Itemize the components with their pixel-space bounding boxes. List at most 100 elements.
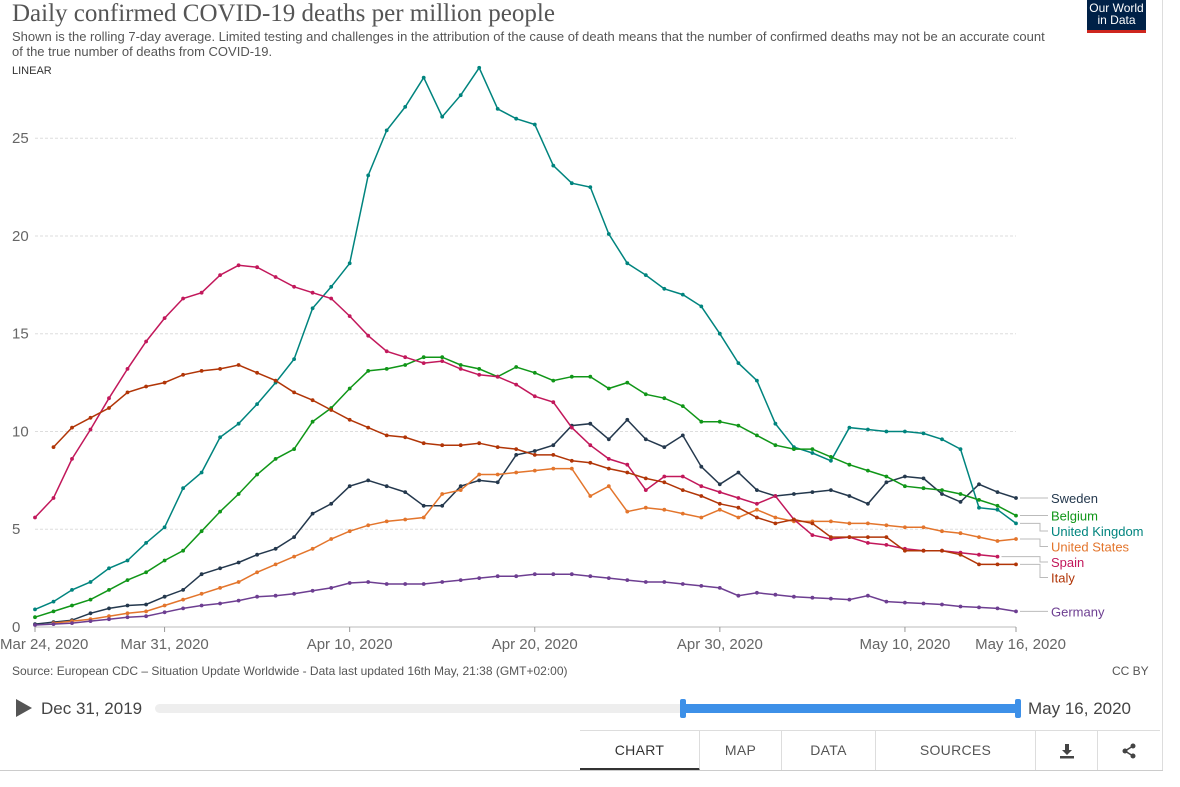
data-point[interactable] <box>829 596 833 601</box>
data-point[interactable] <box>218 367 223 371</box>
data-point[interactable] <box>255 402 259 406</box>
data-point[interactable] <box>736 423 741 428</box>
data-point[interactable] <box>514 116 519 121</box>
data-point[interactable] <box>181 588 186 592</box>
data-point[interactable] <box>477 372 482 377</box>
data-point[interactable] <box>273 378 278 383</box>
data-point[interactable] <box>921 601 926 606</box>
data-point[interactable] <box>218 601 223 606</box>
timeline-track[interactable] <box>155 704 1021 713</box>
data-point[interactable] <box>51 445 56 449</box>
data-point[interactable] <box>70 603 74 608</box>
data-point[interactable] <box>384 519 389 524</box>
data-point[interactable] <box>736 496 741 500</box>
data-point[interactable] <box>903 600 907 605</box>
data-point[interactable] <box>33 623 37 627</box>
data-point[interactable] <box>755 433 759 438</box>
data-point[interactable] <box>662 580 667 584</box>
data-point[interactable] <box>458 578 463 582</box>
data-point[interactable] <box>495 574 500 579</box>
data-point[interactable] <box>903 474 907 479</box>
data-point[interactable] <box>643 580 648 584</box>
series-italy[interactable] <box>51 363 1018 567</box>
data-point[interactable] <box>199 572 204 577</box>
data-point[interactable] <box>551 453 556 457</box>
data-point[interactable] <box>588 185 593 190</box>
download-button[interactable] <box>1036 731 1098 771</box>
data-point[interactable] <box>866 501 870 506</box>
data-point[interactable] <box>699 584 704 588</box>
data-point[interactable] <box>847 597 852 602</box>
data-point[interactable] <box>292 591 296 596</box>
data-point[interactable] <box>366 425 371 430</box>
data-point[interactable] <box>384 433 389 438</box>
data-point[interactable] <box>199 470 204 475</box>
legend-item[interactable]: Germany <box>1020 604 1105 619</box>
data-point[interactable] <box>699 419 704 424</box>
data-point[interactable] <box>236 263 241 268</box>
data-point[interactable] <box>699 484 704 489</box>
data-point[interactable] <box>606 457 611 461</box>
legend-item[interactable]: United Kingdom <box>1020 522 1144 539</box>
data-point[interactable] <box>70 621 74 625</box>
data-point[interactable] <box>977 535 981 539</box>
data-point[interactable] <box>329 284 334 289</box>
legend-item[interactable]: Italy <box>1020 563 1075 586</box>
data-point[interactable] <box>403 582 408 586</box>
data-point[interactable] <box>680 582 685 586</box>
data-point[interactable] <box>125 558 130 563</box>
data-point[interactable] <box>736 593 741 598</box>
data-point[interactable] <box>921 431 926 436</box>
data-point[interactable] <box>144 602 149 607</box>
data-point[interactable] <box>236 598 241 603</box>
data-point[interactable] <box>273 457 278 461</box>
data-point[interactable] <box>255 472 259 477</box>
data-point[interactable] <box>236 421 241 426</box>
data-point[interactable] <box>477 65 482 70</box>
data-point[interactable] <box>255 370 259 375</box>
series-united-states[interactable] <box>51 466 1018 625</box>
data-point[interactable] <box>773 515 778 520</box>
data-point[interactable] <box>329 586 334 590</box>
data-point[interactable] <box>403 355 408 360</box>
data-point[interactable] <box>477 367 482 371</box>
data-point[interactable] <box>884 480 889 485</box>
data-point[interactable] <box>940 492 944 496</box>
data-point[interactable] <box>236 492 241 496</box>
data-point[interactable] <box>144 339 149 344</box>
data-point[interactable] <box>588 574 593 579</box>
data-point[interactable] <box>662 480 667 485</box>
data-point[interactable] <box>292 535 296 539</box>
data-point[interactable] <box>292 284 296 289</box>
data-point[interactable] <box>144 384 149 389</box>
data-point[interactable] <box>810 533 815 537</box>
data-point[interactable] <box>755 590 759 595</box>
data-point[interactable] <box>88 580 93 584</box>
data-point[interactable] <box>403 490 408 494</box>
data-point[interactable] <box>792 517 796 522</box>
data-point[interactable] <box>125 390 130 395</box>
data-point[interactable] <box>255 594 259 599</box>
data-point[interactable] <box>792 594 796 599</box>
data-point[interactable] <box>440 443 445 448</box>
data-point[interactable] <box>977 482 981 487</box>
data-point[interactable] <box>810 451 815 455</box>
series-line[interactable] <box>34 66 1017 611</box>
data-point[interactable] <box>125 611 130 616</box>
data-point[interactable] <box>218 586 223 590</box>
data-point[interactable] <box>181 606 186 611</box>
data-point[interactable] <box>458 484 463 489</box>
data-point[interactable] <box>421 355 426 360</box>
data-point[interactable] <box>866 593 870 598</box>
data-point[interactable] <box>162 316 167 320</box>
data-point[interactable] <box>736 470 741 475</box>
legend-item[interactable]: Belgium <box>1020 509 1098 524</box>
data-point[interactable] <box>107 588 111 592</box>
data-point[interactable] <box>51 622 56 626</box>
data-point[interactable] <box>107 606 111 611</box>
data-point[interactable] <box>940 437 944 442</box>
data-point[interactable] <box>310 398 315 403</box>
data-point[interactable] <box>699 464 704 469</box>
data-point[interactable] <box>551 163 556 168</box>
data-point[interactable] <box>588 421 593 426</box>
